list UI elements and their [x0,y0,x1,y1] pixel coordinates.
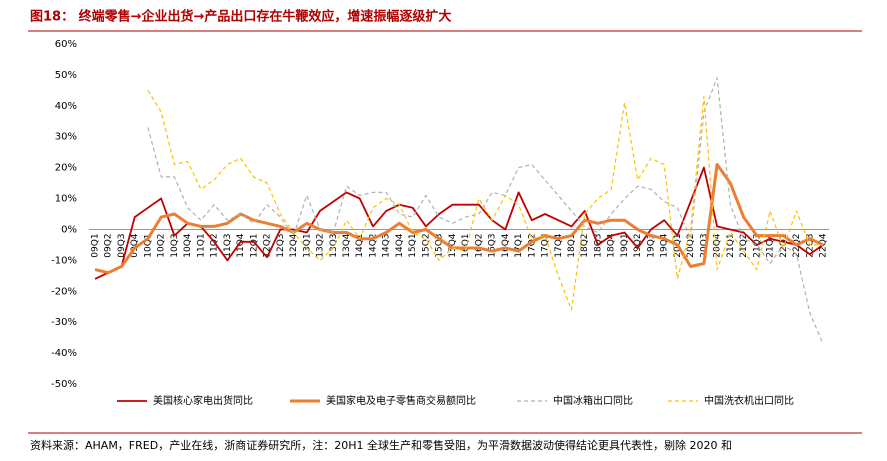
x-tick-label: 19Q2 [633,233,643,257]
x-tick-label: 09Q1 [91,233,101,257]
x-tick-label: 19Q3 [646,233,656,257]
x-tick-label: 13Q3 [329,233,339,257]
legend-label: 中国洗衣机出口同比 [704,394,794,407]
y-tick-label: 0% [61,224,77,235]
y-tick-label: -40% [51,348,77,359]
y-tick-label: 20% [55,163,77,174]
x-tick-label: 13Q1 [302,233,312,257]
x-tick-label: 14Q4 [395,233,405,258]
x-tick-label: 11Q1 [196,233,206,257]
x-tick-label: 20Q2 [686,233,696,257]
y-tick-label: 10% [55,194,77,205]
x-tick-label: 19Q4 [660,233,670,258]
x-tick-label: 16Q1 [461,233,471,257]
x-tick-label: 11Q3 [223,233,233,257]
x-tick-label: 22Q3 [805,233,815,257]
x-tick-label: 20Q4 [713,233,723,258]
legend-label: 美国家电及电子零售商交易额同比 [326,394,476,407]
x-tick-label: 14Q2 [368,233,378,257]
x-tick-label: 13Q4 [342,233,352,258]
x-tick-label: 17Q1 [514,233,524,257]
x-tick-label: 15Q3 [435,233,445,257]
x-tick-label: 10Q1 [143,233,153,257]
legend-label: 中国冰箱出口同比 [553,394,633,407]
x-tick-label: 09Q3 [117,233,127,257]
x-tick-label: 12Q2 [263,233,273,257]
x-tick-label: 10Q4 [183,233,193,258]
y-tick-label: 30% [55,132,77,143]
x-tick-label: 14Q1 [355,233,365,257]
x-tick-label: 10Q3 [170,233,180,257]
source-note: 资料来源：AHAM，FRED，产业在线，浙商证券研究所，注：20H1 全球生产和… [30,438,732,452]
x-tick-label: 21Q4 [766,233,776,258]
x-tick-label: 17Q2 [527,233,537,257]
x-tick-label: 18Q4 [607,233,617,258]
x-tick-label: 17Q4 [554,233,564,258]
x-tick-label: 17Q3 [541,233,551,257]
y-tick-label: 60% [55,39,77,50]
x-tick-label: 16Q3 [488,233,498,257]
x-tick-label: 15Q2 [421,233,431,257]
x-tick-label: 14Q3 [382,233,392,257]
x-tick-label: 19Q1 [620,233,630,257]
series-line [94,166,824,280]
x-tick-label: 22Q4 [819,233,829,258]
x-tick-label: 21Q1 [726,233,736,257]
y-tick-label: -20% [51,286,77,297]
x-tick-label: 13Q2 [316,233,326,257]
series-line [147,77,824,345]
x-tick-label: 18Q1 [567,233,577,257]
x-tick-label: 15Q4 [448,233,458,258]
y-tick-label: 50% [55,70,77,81]
x-tick-label: 20Q3 [699,233,709,257]
x-tick-label: 10Q2 [157,233,167,257]
y-tick-label: -30% [51,317,77,328]
x-tick-label: 11Q2 [210,233,220,257]
y-tick-label: -50% [51,379,77,390]
x-tick-label: 11Q4 [236,233,246,258]
x-tick-label: 09Q2 [104,233,114,257]
y-tick-label: -10% [51,255,77,266]
x-tick-label: 18Q2 [580,233,590,257]
x-tick-label: 16Q4 [501,233,511,258]
x-tick-label: 16Q2 [474,233,484,257]
x-tick-label: 12Q1 [249,233,259,257]
y-tick-label: 40% [55,101,77,112]
x-tick-label: 21Q2 [739,233,749,257]
x-tick-label: 12Q4 [289,233,299,258]
x-tick-label: 15Q1 [408,233,418,257]
x-tick-label: 09Q4 [130,233,140,258]
x-tick-label: 12Q3 [276,233,286,257]
legend-label: 美国核心家电出货同比 [153,394,253,407]
series-line [147,90,823,311]
series-line [94,163,824,275]
chart-title: 图18： 终端零售→企业出货→产品出口存在牛鞭效应，增速振幅逐级扩大 [30,9,451,25]
